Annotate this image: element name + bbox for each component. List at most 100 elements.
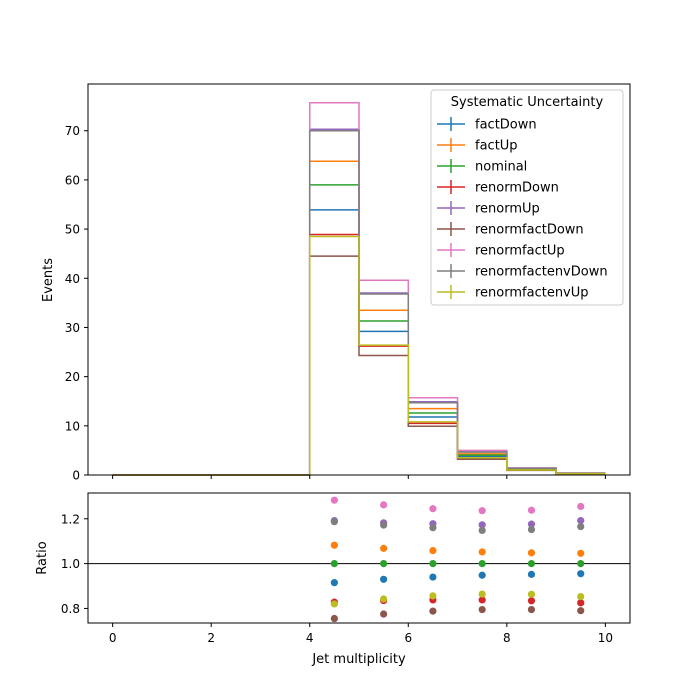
ratio-point: [429, 592, 437, 600]
ratio-series-renormfactUp: [330, 496, 585, 515]
x-tick-label: 4: [306, 631, 314, 645]
x-axis-label: Jet multiplicity: [311, 652, 406, 667]
main-y-tick-label: 60: [65, 173, 80, 187]
ratio-point: [577, 516, 585, 525]
legend-title: Systematic Uncertainty: [451, 95, 604, 110]
legend-label: factUp: [475, 139, 518, 154]
ratio-y-tick-label: 0.8: [61, 602, 80, 616]
main-y-tick-label: 0: [72, 469, 80, 483]
ratio-series-renormfactDown: [330, 605, 585, 623]
legend-item-renormfactenvDown: renormfactenvDown: [437, 264, 608, 280]
legend-item-renormfactUp: renormfactUp: [437, 243, 565, 259]
main-y-tick-label: 40: [65, 272, 80, 286]
ratio-point: [527, 590, 536, 598]
ratio-point: [478, 590, 486, 598]
ratio-point: [380, 521, 388, 529]
ratio-point: [380, 575, 388, 583]
legend-label: renormfactUp: [475, 244, 565, 259]
ratio-series-factDown: [330, 570, 585, 587]
x-tick-label: 8: [503, 631, 511, 645]
ratio-point: [527, 605, 536, 614]
ratio-series-group: [88, 496, 630, 623]
ratio-point: [429, 547, 437, 555]
ratio-point: [330, 496, 338, 504]
ratio-point: [478, 507, 486, 515]
main-y-axis-label: Events: [41, 258, 56, 302]
ratio-point: [478, 521, 486, 529]
legend-label: renormUp: [475, 202, 540, 217]
ratio-point: [478, 596, 486, 604]
ratio-series-factUp: [330, 541, 585, 557]
ratio-point: [577, 523, 585, 531]
ratio-series-renormfactenvUp: [330, 590, 585, 608]
ratio-point: [330, 518, 338, 526]
ratio-point: [330, 614, 338, 623]
ratio-plot-panel: 0.8 1.0 1.2 0 2 4 6 8 10 Ratio Jet multiplicity: [35, 492, 631, 667]
legend-label: renormfactenvUp: [475, 286, 589, 301]
ratio-point: [577, 570, 585, 578]
main-y-axis: 0 10 20 30 40 50 60 70: [65, 124, 88, 483]
ratio-series-nominal: [330, 560, 585, 568]
legend-label: renormfactenvDown: [475, 265, 608, 280]
ratio-point: [380, 610, 388, 618]
ratio-point: [429, 573, 437, 581]
ratio-point: [330, 579, 338, 587]
ratio-point: [380, 560, 388, 568]
ratio-point: [478, 548, 486, 556]
ratio-y-axis-label: Ratio: [35, 541, 50, 574]
ratio-point: [527, 525, 536, 534]
ratio-point: [429, 607, 437, 615]
x-tick-label: 6: [404, 631, 412, 645]
ratio-point: [577, 607, 585, 615]
legend-label: nominal: [475, 160, 527, 175]
ratio-point: [527, 520, 536, 528]
ratio-point: [330, 600, 338, 608]
ratio-point: [330, 560, 338, 568]
ratio-point: [330, 541, 338, 549]
ratio-point: [429, 505, 437, 513]
ratio-point: [478, 560, 486, 568]
legend: Systematic Uncertainty factDown factUp nomi…: [430, 89, 624, 306]
legend-box: [430, 89, 624, 306]
ratio-point: [527, 549, 536, 557]
main-y-tick-label: 30: [65, 321, 80, 335]
main-y-tick-label: 50: [65, 223, 80, 237]
legend-item-factUp: factUp: [437, 138, 518, 154]
ratio-point: [478, 571, 486, 579]
main-y-tick-label: 20: [65, 370, 80, 384]
ratio-y-tick-label: 1.0: [61, 557, 80, 571]
legend-item-renormfactDown: renormfactDown: [437, 222, 584, 238]
ratio-point: [577, 502, 585, 511]
legend-label: factDown: [475, 118, 537, 133]
main-plot-panel: 0 10 20 30 40 50 60 70 Events Systematic Uncert…: [41, 83, 631, 483]
main-plot-frame: [87, 83, 631, 476]
ratio-y-tick-label: 1.2: [61, 512, 80, 526]
legend-item-renormfactenvUp: renormfactenvUp: [437, 285, 589, 301]
ratio-point: [527, 570, 536, 578]
ratio-point: [577, 549, 585, 557]
ratio-point: [527, 597, 536, 605]
ratio-point: [577, 592, 585, 601]
x-tick-label: 2: [207, 631, 215, 645]
main-y-tick-label: 70: [65, 124, 80, 138]
ratio-x-axis: 0 2 4 6 8 10: [109, 623, 613, 645]
ratio-point: [478, 605, 486, 614]
legend-item-factDown: factDown: [437, 117, 537, 133]
ratio-point: [527, 560, 536, 568]
legend-label: renormDown: [475, 181, 559, 196]
x-tick-label: 10: [598, 631, 613, 645]
main-y-tick-label: 10: [65, 419, 80, 433]
legend-item-nominal: nominal: [437, 159, 527, 175]
ratio-y-axis: 0.8 1.0 1.2: [61, 512, 88, 616]
ratio-series-renormfactenvDown: [330, 518, 585, 535]
legend-label: renormfactDown: [475, 223, 584, 238]
ratio-point: [380, 595, 388, 603]
legend-item-renormDown: renormDown: [437, 180, 559, 196]
ratio-point: [478, 526, 486, 535]
main-x-axis: [112, 475, 606, 479]
ratio-point: [380, 501, 388, 509]
x-tick-label: 0: [109, 631, 117, 645]
ratio-point: [380, 544, 388, 552]
ratio-point: [429, 560, 437, 568]
